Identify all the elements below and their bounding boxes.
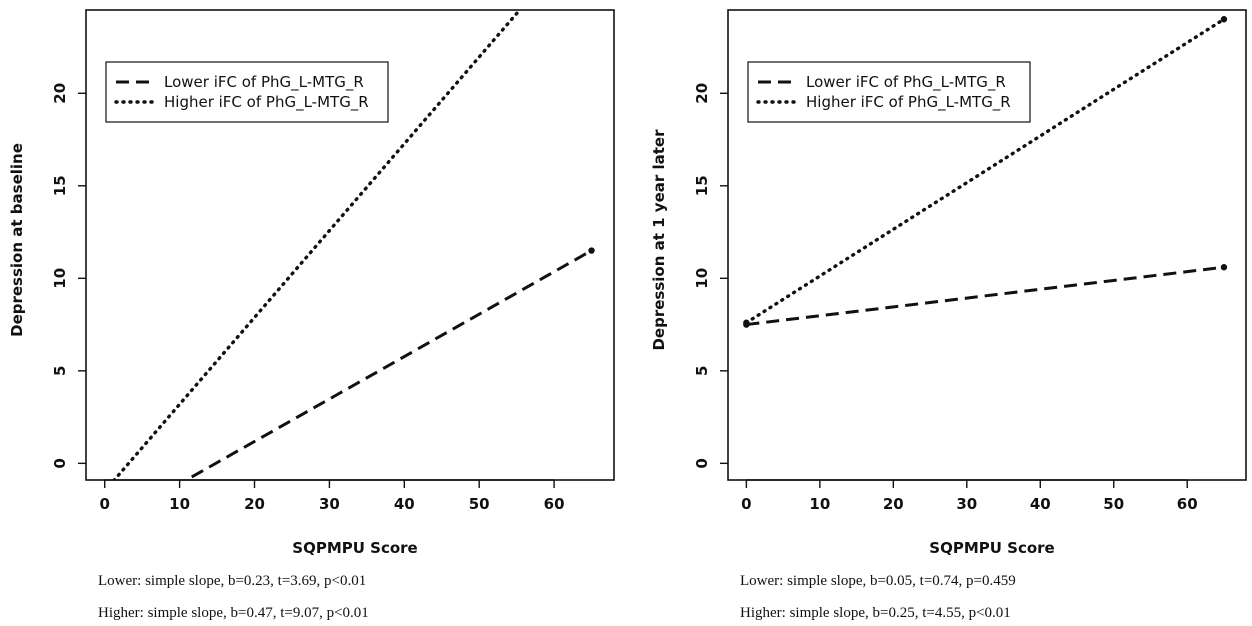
x-tick-label: 10: [169, 495, 190, 513]
series-line-higher-ifc: [112, 10, 522, 480]
x-tick-label: 20: [883, 495, 904, 513]
y-tick-label: 0: [693, 458, 711, 468]
x-tick-label: 0: [100, 495, 110, 513]
x-tick-label: 40: [1030, 495, 1051, 513]
y-tick-label: 0: [51, 458, 69, 468]
x-tick-label: 60: [1177, 495, 1198, 513]
series-line-lower-ifc: [183, 249, 593, 480]
chart-panel-baseline: 0 10 20 30 40 50 60 0 5 10 15 20 SQPMPU Score Depress…: [8, 9, 615, 621]
data-point: [588, 247, 595, 254]
data-point: [743, 319, 750, 326]
y-tick-label: 5: [51, 366, 69, 376]
y-tick-label: 5: [693, 366, 711, 376]
legend-entry: Higher iFC of PhG_L-MTG_R: [164, 93, 369, 112]
y-tick-label: 20: [693, 83, 711, 104]
data-point: [1220, 16, 1228, 23]
x-tick-label: 50: [1103, 495, 1124, 513]
legend-box: [105, 61, 389, 123]
x-tick-label: 0: [741, 495, 751, 513]
simple-slope-note: Higher: simple slope, b=0.25, t=4.55, p<…: [740, 605, 1011, 621]
simple-slope-note: Lower: simple slope, b=0.23, t=3.69, p<0…: [98, 573, 366, 589]
y-tick-label: 20: [51, 83, 69, 104]
data-point: [1220, 264, 1228, 271]
y-tick-label: 15: [693, 175, 711, 196]
x-tick-label: 30: [956, 495, 977, 513]
y-tick-label: 15: [51, 175, 69, 196]
chart-panel-one-year-later: 0 10 20 30 40 50 60 0 5 10 15 20 SQPMPU Score Depress…: [650, 9, 1247, 621]
legend-entry: Lower iFC of PhG_L-MTG_R: [806, 73, 1006, 92]
legend-entry: Lower iFC of PhG_L-MTG_R: [164, 73, 364, 92]
x-tick-label: 30: [319, 495, 340, 513]
y-axis-label: Depression at baseline: [8, 143, 26, 337]
series-group: [743, 16, 1228, 328]
simple-slope-note: Higher: simple slope, b=0.47, t=9.07, p<…: [98, 605, 369, 621]
x-tick-label: 50: [469, 495, 490, 513]
y-axis-label: Depression at 1 year later: [650, 129, 668, 351]
y-tick-label: 10: [51, 268, 69, 289]
x-tick-label: 20: [244, 495, 265, 513]
series-line-higher-ifc: [744, 17, 1226, 325]
x-axis-label: SQPMPU Score: [292, 539, 417, 557]
series-line-lower-ifc: [746, 265, 1225, 327]
x-tick-label: 60: [544, 495, 565, 513]
series-group: [112, 10, 595, 480]
x-tick-label: 40: [394, 495, 415, 513]
legend-entry: Higher iFC of PhG_L-MTG_R: [806, 93, 1011, 112]
legend-box: [747, 61, 1031, 123]
x-tick-label: 10: [809, 495, 830, 513]
y-tick-label: 10: [693, 268, 711, 289]
simple-slope-note: Lower: simple slope, b=0.05, t=0.74, p=0…: [740, 573, 1016, 589]
x-axis-label: SQPMPU Score: [929, 539, 1054, 557]
